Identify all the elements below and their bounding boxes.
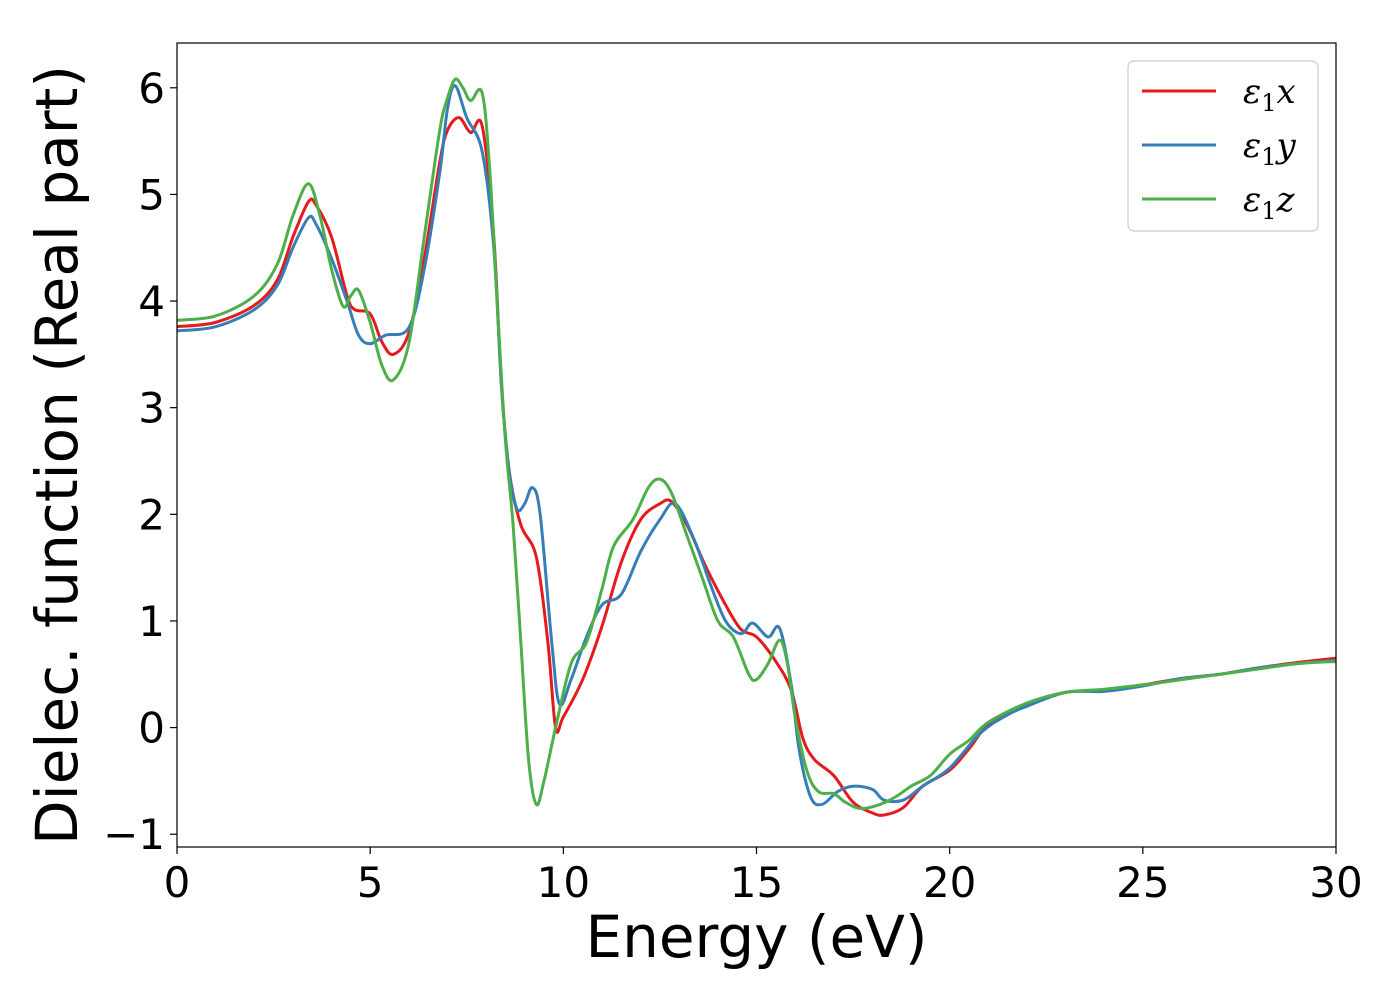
y-ticks: −1 0 1 2 3 4 5 6 <box>103 64 177 859</box>
y-axis-title: Dielec. function (Real part) <box>23 65 91 845</box>
x-tick-label: 25 <box>1116 858 1169 907</box>
legend-item-eps1x: ε1x <box>1142 72 1296 117</box>
x-axis-title: Energy (eV) <box>585 903 927 971</box>
y-tick-label: 4 <box>138 277 165 326</box>
plot-frame <box>176 42 1337 848</box>
y-tick-label: 3 <box>138 384 165 433</box>
series-line-eps1z <box>177 77 1336 811</box>
series-layer <box>177 77 1336 817</box>
legend: ε1x ε1y ε1z <box>1127 60 1319 232</box>
legend-label: ε1z <box>1243 180 1296 225</box>
x-tick-label: 0 <box>164 858 191 907</box>
x-tick-label: 10 <box>537 858 590 907</box>
y-tick-label: 2 <box>138 490 165 539</box>
x-tick-label: 15 <box>730 858 783 907</box>
y-tick-label: 0 <box>138 704 165 753</box>
y-tick-label: 1 <box>138 597 165 646</box>
series-line-eps1x <box>177 116 1336 817</box>
y-tick-label: 6 <box>138 64 165 113</box>
y-tick-label: 5 <box>138 170 165 219</box>
legend-item-eps1y: ε1y <box>1142 126 1297 171</box>
x-tick-label: 20 <box>923 858 976 907</box>
x-ticks: 0 5 10 15 20 25 30 <box>164 847 1363 907</box>
y-tick-label: −1 <box>103 810 165 859</box>
series-line-eps1y <box>177 84 1336 807</box>
legend-label: ε1y <box>1243 126 1297 171</box>
x-tick-label: 30 <box>1309 858 1362 907</box>
legend-label: ε1x <box>1243 72 1296 117</box>
legend-item-eps1z: ε1z <box>1142 180 1296 225</box>
x-tick-label: 5 <box>357 858 384 907</box>
legend-box <box>1127 60 1319 232</box>
